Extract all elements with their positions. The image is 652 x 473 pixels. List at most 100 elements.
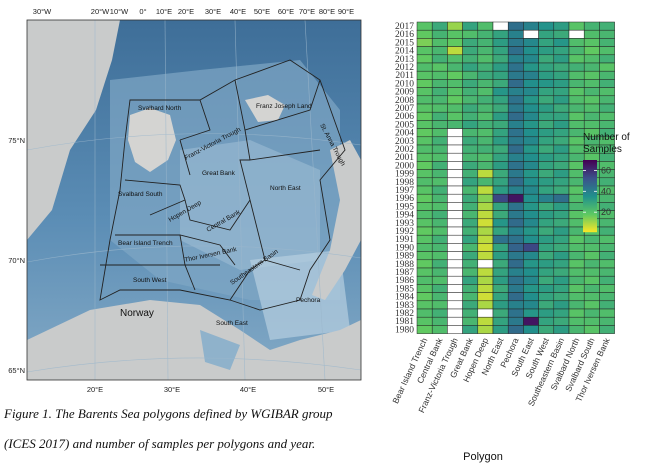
heatmap-cell [568, 185, 585, 195]
heatmap-cell [538, 79, 555, 88]
heatmap-cell [462, 79, 479, 88]
heatmap-cell [462, 29, 479, 39]
legend-title-line2: Samples [583, 144, 622, 155]
heatmap-cell [553, 29, 570, 39]
heatmap-cell [477, 275, 494, 285]
heatmap-cell [462, 144, 479, 154]
heatmap-cell [447, 300, 463, 310]
year-tick-label: 1987 [395, 268, 414, 278]
year-tick-label: 2013 [395, 55, 414, 65]
legend-gradient-step [583, 210, 597, 212]
legend-gradient-step [583, 222, 597, 224]
legend-gradient-step [583, 212, 597, 214]
heatmap-cell [416, 136, 433, 146]
heatmap-cell [477, 38, 494, 47]
heatmap-cell [477, 111, 494, 121]
heatmap-cell [431, 103, 448, 113]
heatmap-cell [583, 120, 600, 129]
legend-gradient-step [583, 169, 597, 171]
legend-gradient-step [583, 199, 597, 201]
heatmap-cell [492, 226, 509, 236]
heatmap-cell [507, 226, 524, 236]
legend-gradient-step [583, 187, 597, 189]
heatmap-cell [523, 300, 539, 310]
legend-gradient-step [583, 191, 597, 193]
heatmap-cell [599, 54, 615, 64]
novaya-zemlya [312, 140, 361, 300]
heatmap-cell [431, 70, 448, 80]
heatmap-cell [492, 210, 509, 220]
heatmap-cell [507, 300, 524, 310]
heatmap-cell [553, 169, 570, 179]
heatmap-cell [599, 275, 615, 285]
heatmap-cell [507, 308, 524, 318]
year-tick-label: 1998 [395, 178, 414, 188]
heatmap-cell [416, 54, 433, 64]
heatmap-cell [447, 79, 463, 88]
year-tick-label: 1988 [395, 260, 414, 270]
legend-gradient-step [583, 184, 597, 186]
heatmap-cell [492, 38, 509, 47]
heatmap-cell [523, 95, 539, 105]
heatmap-cell [523, 251, 539, 261]
heatmap-cell [507, 193, 524, 203]
heatmap-cell [583, 38, 600, 47]
heatmap-cell [477, 103, 494, 113]
heatmap-cell [447, 38, 463, 47]
heatmap-cell [416, 267, 433, 277]
heatmap-cell [553, 136, 570, 146]
label-south-west: South West [133, 277, 167, 284]
heatmap-cell [507, 46, 524, 56]
legend-gradient-step [583, 228, 597, 230]
heatmap-cell [523, 202, 539, 211]
heatmap-cell [568, 70, 585, 80]
heatmap-cell [492, 169, 509, 179]
year-tick-label: 2003 [395, 137, 414, 147]
heatmap-cell [523, 46, 539, 56]
heatmap-cell [462, 316, 479, 326]
heatmap-cell [492, 62, 509, 72]
heatmap-cell [538, 202, 555, 211]
heatmap-cell [477, 300, 494, 310]
heatmap-cell [416, 29, 433, 39]
heatmap-cell [538, 300, 555, 310]
year-tick-label: 1986 [395, 276, 414, 286]
heatmap-cell [523, 161, 539, 170]
year-tick-label: 2010 [395, 79, 414, 89]
heatmap-cell [447, 152, 463, 162]
label-south-east: South East [216, 320, 248, 327]
heatmap-cell [568, 316, 585, 326]
heatmap-cell [583, 46, 600, 56]
heatmap-cell [599, 316, 615, 326]
heatmap-cell [416, 210, 433, 220]
heatmap-cell [523, 111, 539, 121]
legend-gradient-step [583, 175, 597, 177]
heatmap-cell [416, 62, 433, 72]
legend-gradient-step [583, 186, 597, 188]
lat-label: 70°N [8, 256, 25, 265]
heatmap-cell [523, 136, 539, 146]
heatmap-cell [553, 177, 570, 187]
heatmap-cell [538, 210, 555, 220]
heatmap-cell [538, 62, 555, 72]
heatmap-cell [599, 103, 615, 113]
heatmap-cell [462, 210, 479, 220]
heatmap-cell [553, 218, 570, 228]
heatmap-cell [431, 243, 448, 252]
heatmap-cell [431, 128, 448, 138]
heatmap-cell [416, 177, 433, 187]
heatmap-cell [477, 202, 494, 211]
heatmap-cell [477, 21, 494, 31]
heatmap-cell [416, 79, 433, 88]
heatmap-cell [599, 292, 615, 302]
heatmap-cell [523, 128, 539, 138]
heatmap-cell [431, 259, 448, 269]
heatmap-cell [477, 316, 494, 326]
heatmap-cell [553, 243, 570, 252]
label-great-bank: Great Bank [202, 170, 236, 177]
heatmap-cell [431, 210, 448, 220]
heatmap-cell [431, 111, 448, 121]
heatmap-cell [416, 128, 433, 138]
heatmap-cell [492, 243, 509, 252]
heatmap-cell [492, 46, 509, 56]
